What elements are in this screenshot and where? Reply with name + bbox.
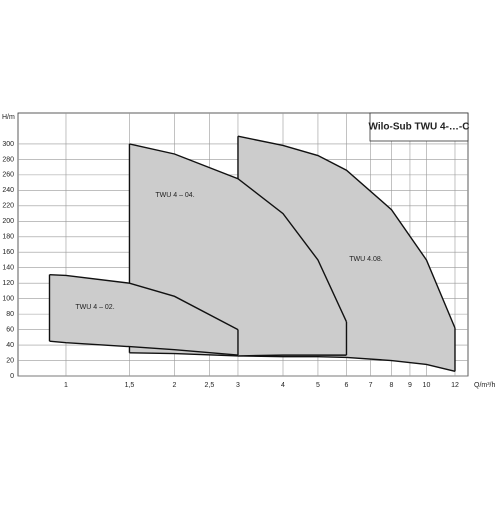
region-label: TWU 4 – 04. <box>155 192 194 199</box>
x-tick-label: 12 <box>451 382 459 389</box>
chart-title: Wilo-Sub TWU 4-…-C <box>368 122 469 133</box>
y-tick-label: 300 <box>2 141 14 148</box>
x-tick-label: 1,5 <box>125 382 135 389</box>
y-tick-label: 220 <box>2 203 14 210</box>
x-axis-label: Q/m³/h <box>474 382 495 389</box>
x-tick-label: 1 <box>64 382 68 389</box>
y-tick-label: 20 <box>6 357 14 364</box>
lower-curve <box>49 340 239 356</box>
x-tick-label: 7 <box>369 382 373 389</box>
x-tick-label: 2 <box>173 382 177 389</box>
x-tick-label: 5 <box>316 382 320 389</box>
upper-curve <box>237 135 456 329</box>
y-tick-label: 200 <box>2 218 14 225</box>
y-tick-label: 160 <box>2 249 14 256</box>
y-tick-label: 120 <box>2 280 14 287</box>
region-label: TWU 4 – 02. <box>75 304 114 311</box>
y-tick-label: 260 <box>2 172 14 179</box>
y-axis-label: H/m <box>2 114 15 121</box>
region-fill <box>49 274 238 356</box>
y-tick-label: 140 <box>2 265 14 272</box>
upper-curve <box>129 143 348 323</box>
y-tick-label: 100 <box>2 295 14 302</box>
title-box <box>369 112 469 142</box>
x-tick-label: 9 <box>408 382 412 389</box>
lower-curve <box>129 352 347 357</box>
x-tick-label: 4 <box>281 382 285 389</box>
y-tick-label: 240 <box>2 187 14 194</box>
lower-curve <box>237 355 456 373</box>
x-tick-label: 8 <box>390 382 394 389</box>
x-tick-label: 6 <box>345 382 349 389</box>
x-tick-label: 10 <box>423 382 431 389</box>
y-tick-label: 180 <box>2 234 14 241</box>
x-tick-label: 3 <box>236 382 240 389</box>
y-tick-label: 40 <box>6 342 14 349</box>
y-tick-label: 80 <box>6 311 14 318</box>
x-tick-label: 2,5 <box>205 382 215 389</box>
y-tick-label: 0 <box>10 373 14 380</box>
region-label: TWU 4.08. <box>349 256 383 263</box>
y-tick-label: 60 <box>6 326 14 333</box>
y-tick-label: 280 <box>2 156 14 163</box>
upper-curve <box>49 273 239 331</box>
